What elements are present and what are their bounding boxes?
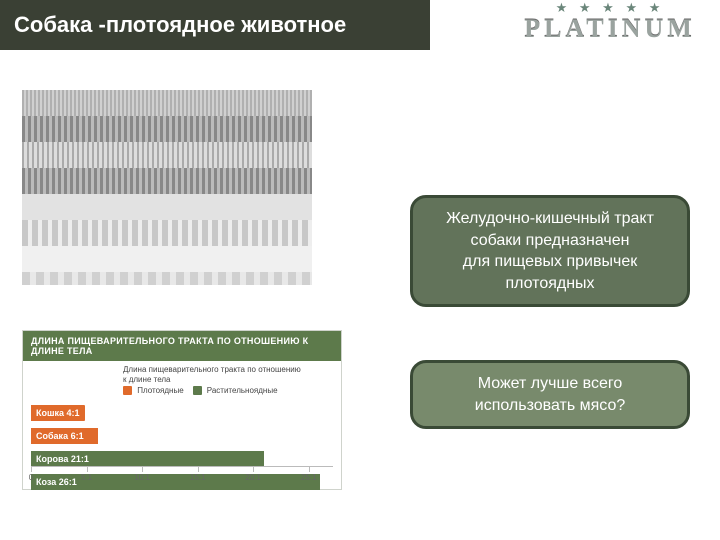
decorative-image-placeholder (22, 90, 312, 285)
callout-line: собаки предназначен (425, 230, 675, 252)
legend-label: Плотоядные (137, 386, 183, 395)
legend-swatch-icon (193, 386, 202, 395)
axis-tick (31, 467, 32, 472)
chart-bar-row: Кошка 4:1 (31, 405, 333, 423)
chart-body: Длина пищеварительного тракта по отношен… (23, 361, 341, 466)
logo-stars-icon: ★ ★ ★ ★ ★ (510, 2, 710, 14)
chart-bar-label: Кошка 4:1 (31, 405, 85, 421)
chart-header: ДЛИНА ПИЩЕВАРИТЕЛЬНОГО ТРАКТА ПО ОТНОШЕН… (23, 331, 341, 361)
digestive-length-chart: ДЛИНА ПИЩЕВАРИТЕЛЬНОГО ТРАКТА ПО ОТНОШЕН… (22, 330, 342, 490)
logo-wordmark: PLATINUM (510, 14, 710, 44)
callout-line: использовать мясо? (425, 395, 675, 417)
axis-tick (309, 467, 310, 472)
brand-logo: ★ ★ ★ ★ ★ PLATINUM (510, 2, 710, 62)
callout-line: Желудочно-кишечный тракт (425, 208, 675, 230)
callout-question: Может лучше всего использовать мясо? (410, 360, 690, 429)
legend-label: Растительноядные (207, 386, 278, 395)
axis-tick-label: 0 (29, 473, 33, 482)
chart-bar-label: Корова 21:1 (31, 451, 94, 467)
legend-row: Плотоядные Растительноядные (123, 386, 301, 396)
legend-swatch-icon (123, 386, 132, 395)
chart-legend: Длина пищеварительного тракта по отношен… (123, 365, 301, 396)
axis-tick (142, 467, 143, 472)
axis-tick-label: 5:1 (81, 473, 92, 482)
slide-title: Собака -плотоядное животное (0, 0, 430, 50)
axis-tick (253, 467, 254, 472)
chart-bar-row: Собака 6:1 (31, 428, 333, 446)
axis-tick-label: 25:1 (301, 473, 317, 482)
chart-x-axis: 0 5:1 10:1 15:1 20:1 25:1 (31, 466, 333, 490)
axis-tick-label: 20:1 (245, 473, 261, 482)
callout-line: плотоядных (425, 273, 675, 295)
chart-bar-label: Собака 6:1 (31, 428, 89, 444)
axis-tick-label: 15:1 (190, 473, 206, 482)
axis-tick-label: 10:1 (134, 473, 150, 482)
callout-line: для пищевых привычек (425, 251, 675, 273)
axis-tick (198, 467, 199, 472)
callout-line: Может лучше всего (425, 373, 675, 395)
legend-title: Длина пищеварительного тракта по отношен… (123, 365, 301, 386)
slide-title-text: Собака -плотоядное животное (14, 12, 346, 38)
callout-digestive-tract: Желудочно-кишечный тракт собаки предназн… (410, 195, 690, 307)
axis-tick (87, 467, 88, 472)
